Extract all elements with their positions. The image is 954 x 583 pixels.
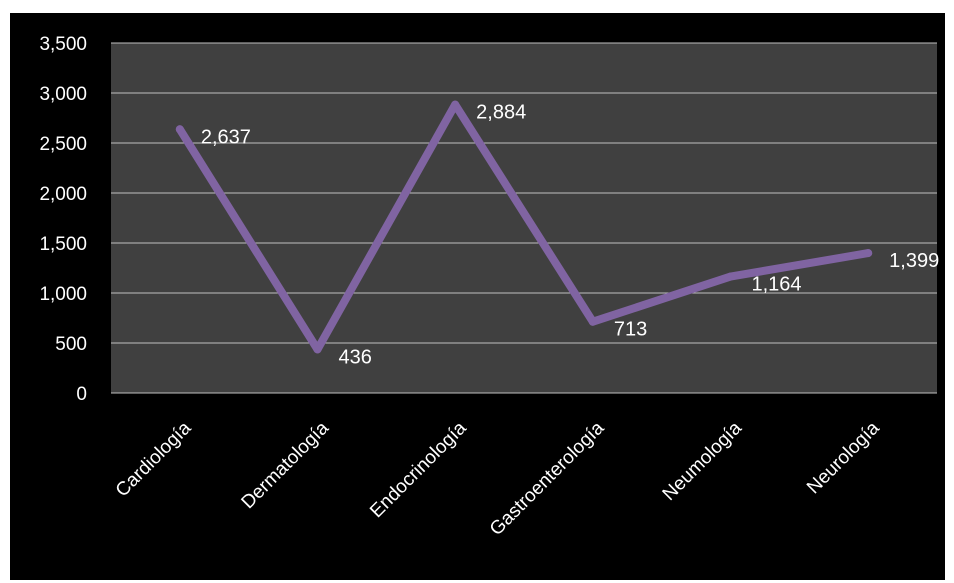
data-point (726, 272, 735, 281)
data-label: 436 (339, 346, 372, 368)
series-line (175, 100, 873, 354)
y-tick-label: 1,500 (39, 234, 87, 255)
data-label: 1,164 (752, 274, 802, 296)
data-label: 713 (614, 319, 647, 341)
y-tick-label: 3,500 (39, 34, 87, 55)
chart-frame: 0 500 1,000 1,500 2,000 2,500 3,000 3,500 2,637… (10, 13, 945, 580)
x-category-label: Neumología (659, 417, 747, 505)
y-tick-label: 2,500 (39, 134, 87, 155)
x-category-label: Endocrinología (366, 417, 471, 522)
data-point (588, 317, 597, 326)
data-label: 2,884 (476, 102, 526, 124)
y-tick-label: 3,000 (39, 84, 87, 105)
series-line-layer (175, 100, 873, 354)
y-tick-label: 2,000 (39, 184, 87, 205)
x-category-label: Cardiología (112, 417, 196, 501)
data-point (313, 345, 322, 354)
data-point (451, 100, 460, 109)
x-axis-category-labels: Cardiología Dermatología Endocrinología Gas… (112, 417, 884, 540)
x-category-label: Dermatología (238, 417, 334, 513)
data-label: 2,637 (201, 126, 251, 148)
y-tick-label: 0 (76, 384, 87, 405)
x-category-label: Neurología (803, 417, 884, 498)
data-label: 1,399 (889, 250, 939, 272)
y-tick-label: 500 (55, 334, 87, 355)
y-tick-label: 1,000 (39, 284, 87, 305)
data-point (175, 125, 184, 134)
data-labels: 2,637 436 2,884 713 1,164 1,399 (201, 102, 939, 369)
y-axis-tick-labels: 0 500 1,000 1,500 2,000 2,500 3,000 3,500 (39, 34, 87, 405)
line-chart: 0 500 1,000 1,500 2,000 2,500 3,000 3,500 2,637… (39, 34, 939, 540)
x-category-label: Gastroenterología (486, 417, 609, 540)
data-point (864, 249, 873, 258)
